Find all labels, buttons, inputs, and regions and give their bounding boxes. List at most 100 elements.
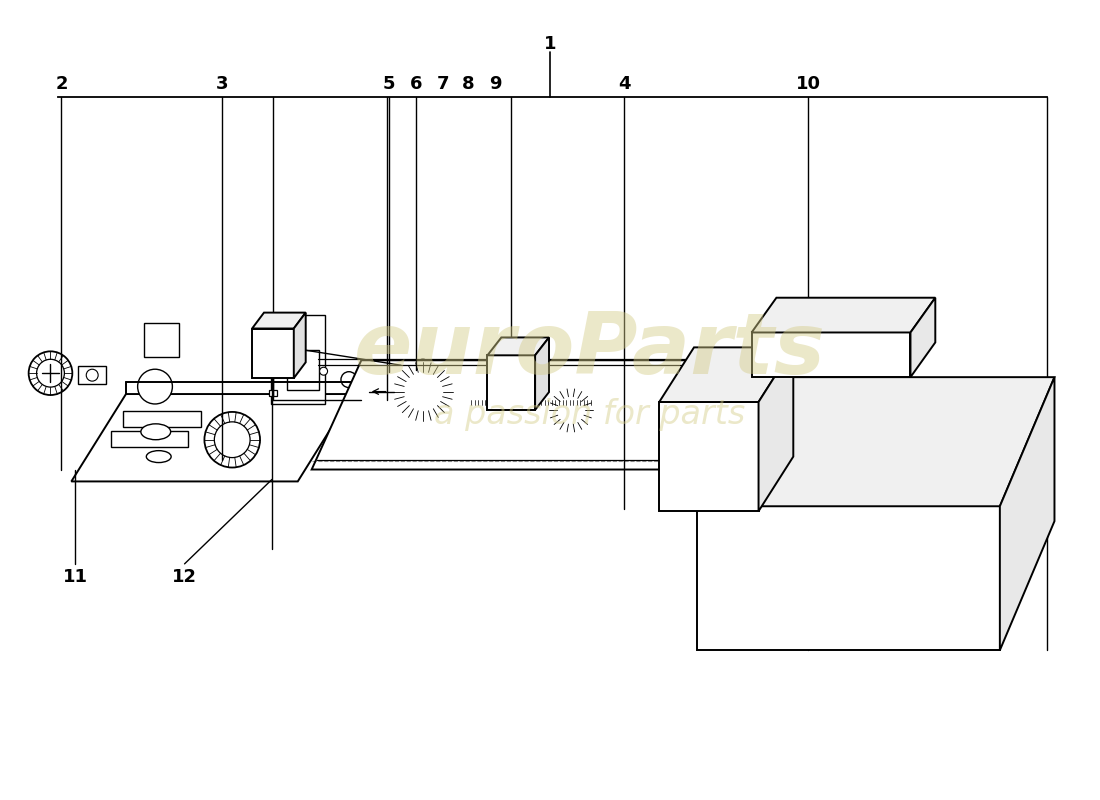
Polygon shape: [271, 314, 326, 404]
Circle shape: [909, 519, 913, 523]
Circle shape: [936, 529, 940, 533]
Circle shape: [404, 372, 443, 411]
Circle shape: [417, 359, 429, 371]
Bar: [256, 347, 289, 370]
Circle shape: [205, 412, 260, 467]
Circle shape: [986, 554, 990, 558]
Bar: [492, 360, 531, 379]
Circle shape: [986, 583, 990, 588]
Polygon shape: [659, 402, 759, 511]
Polygon shape: [72, 394, 352, 482]
Circle shape: [718, 522, 723, 526]
Polygon shape: [252, 329, 294, 378]
Circle shape: [745, 498, 752, 506]
Bar: [376, 392, 398, 400]
Circle shape: [825, 529, 829, 533]
Circle shape: [341, 372, 356, 387]
Circle shape: [852, 529, 857, 533]
Ellipse shape: [141, 424, 170, 440]
Polygon shape: [487, 355, 535, 410]
Circle shape: [663, 438, 698, 474]
Circle shape: [770, 549, 773, 553]
Circle shape: [986, 628, 990, 633]
Polygon shape: [659, 347, 793, 402]
Bar: [78, 366, 106, 384]
Circle shape: [707, 546, 711, 550]
Text: euroParts: euroParts: [354, 309, 826, 392]
Circle shape: [549, 389, 593, 432]
Circle shape: [852, 519, 857, 523]
Circle shape: [663, 410, 671, 418]
Text: 4: 4: [618, 75, 630, 94]
Circle shape: [29, 351, 73, 395]
Polygon shape: [911, 298, 935, 377]
Circle shape: [730, 522, 735, 526]
Text: 7: 7: [437, 75, 449, 94]
Bar: [256, 333, 289, 350]
Circle shape: [728, 450, 736, 458]
Circle shape: [382, 391, 392, 401]
Bar: [707, 424, 749, 491]
Bar: [492, 380, 531, 404]
Polygon shape: [123, 411, 201, 427]
Circle shape: [394, 362, 453, 422]
Circle shape: [825, 539, 829, 543]
Polygon shape: [487, 338, 549, 355]
Polygon shape: [287, 350, 319, 390]
Circle shape: [268, 350, 278, 360]
Polygon shape: [535, 338, 549, 410]
Circle shape: [718, 534, 723, 538]
Circle shape: [36, 359, 65, 387]
Circle shape: [986, 613, 990, 618]
Circle shape: [986, 598, 990, 603]
Circle shape: [798, 529, 801, 533]
Circle shape: [214, 422, 250, 458]
Polygon shape: [252, 313, 306, 329]
Bar: [469, 384, 597, 406]
Text: 1: 1: [543, 35, 557, 54]
Circle shape: [798, 539, 801, 543]
Polygon shape: [697, 506, 1000, 650]
Bar: [601, 384, 642, 431]
Circle shape: [745, 410, 752, 418]
Circle shape: [825, 519, 829, 523]
Circle shape: [707, 534, 711, 538]
Bar: [761, 541, 950, 569]
Polygon shape: [294, 313, 306, 378]
Circle shape: [986, 538, 990, 543]
Circle shape: [881, 539, 884, 543]
Circle shape: [86, 370, 98, 381]
Circle shape: [852, 549, 857, 553]
Bar: [965, 568, 990, 596]
Text: 11: 11: [63, 568, 88, 586]
Circle shape: [881, 519, 884, 523]
Polygon shape: [697, 377, 1055, 506]
Text: 3: 3: [216, 75, 229, 94]
Ellipse shape: [146, 450, 172, 462]
Circle shape: [798, 549, 801, 553]
Circle shape: [505, 379, 517, 391]
Circle shape: [936, 549, 940, 553]
Circle shape: [730, 534, 735, 538]
Circle shape: [770, 529, 773, 533]
Circle shape: [669, 445, 693, 469]
Circle shape: [909, 549, 913, 553]
Circle shape: [881, 549, 884, 553]
Circle shape: [770, 519, 773, 523]
Circle shape: [905, 574, 925, 594]
Circle shape: [707, 522, 711, 526]
Bar: [955, 526, 997, 635]
Circle shape: [986, 524, 990, 529]
Text: 12: 12: [172, 568, 197, 586]
Circle shape: [986, 568, 990, 574]
Circle shape: [701, 574, 728, 602]
Bar: [702, 523, 757, 571]
Polygon shape: [144, 322, 178, 358]
Circle shape: [770, 539, 773, 543]
Text: 2: 2: [55, 75, 68, 94]
Circle shape: [936, 539, 940, 543]
Circle shape: [320, 367, 328, 375]
Bar: [713, 442, 740, 482]
Circle shape: [663, 498, 671, 506]
Polygon shape: [759, 347, 793, 511]
